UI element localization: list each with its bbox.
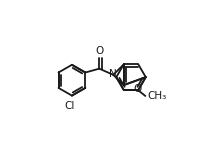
Text: N: N: [109, 69, 117, 79]
Text: CH₃: CH₃: [147, 91, 166, 101]
Text: O: O: [95, 46, 103, 56]
Text: Cl: Cl: [64, 101, 75, 111]
Text: O: O: [133, 84, 142, 94]
